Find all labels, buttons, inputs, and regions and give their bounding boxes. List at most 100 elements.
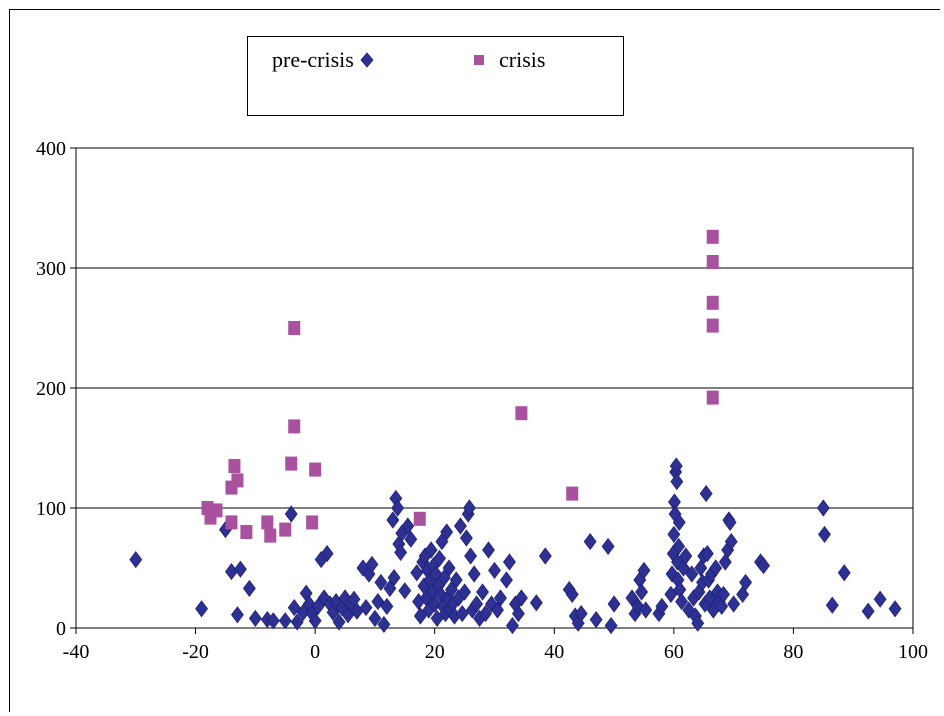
y-tick-label: 100 — [36, 498, 66, 520]
data-point-pre-crisis — [464, 547, 478, 565]
data-point-pre-crisis — [724, 533, 738, 551]
data-point-crisis — [279, 522, 292, 537]
data-point-pre-crisis — [266, 612, 280, 630]
data-point-crisis — [515, 406, 528, 421]
data-point-pre-crisis — [440, 523, 454, 541]
x-tick-label: 40 — [544, 641, 564, 663]
legend-item-crisis: crisis — [473, 47, 545, 73]
data-point-crisis — [210, 503, 223, 518]
data-point-pre-crisis — [482, 541, 495, 559]
square-marker-icon — [474, 55, 484, 65]
data-point-pre-crisis — [287, 599, 301, 617]
data-point-crisis — [309, 462, 322, 477]
data-point-pre-crisis — [308, 612, 322, 630]
data-point-pre-crisis — [723, 513, 737, 531]
data-point-pre-crisis — [574, 605, 588, 623]
data-point-pre-crisis — [462, 499, 476, 517]
data-point-pre-crisis — [453, 517, 467, 535]
grid-lines — [76, 267, 913, 509]
data-point-pre-crisis — [248, 609, 262, 627]
data-point-pre-crisis — [739, 573, 753, 591]
data-point-pre-crisis — [637, 561, 651, 579]
data-point-pre-crisis — [888, 600, 902, 618]
data-point-pre-crisis — [470, 595, 484, 613]
data-point-pre-crisis — [476, 583, 489, 601]
data-point-pre-crisis — [685, 565, 699, 583]
data-point-pre-crisis — [717, 585, 730, 603]
data-point-pre-crisis — [404, 530, 418, 548]
data-point-pre-crisis — [691, 614, 705, 632]
x-tick-label: 100 — [898, 641, 928, 663]
data-point-pre-crisis — [816, 499, 830, 517]
data-point-pre-crisis — [494, 589, 507, 607]
data-point-crisis — [264, 528, 277, 543]
data-point-pre-crisis — [861, 602, 875, 620]
data-point-pre-crisis — [467, 565, 481, 583]
series-pre-crisis — [129, 457, 902, 635]
legend-label-crisis: crisis — [499, 47, 546, 72]
x-tick-label: 0 — [310, 641, 320, 663]
data-point-pre-crisis — [709, 559, 723, 577]
data-point-crisis — [228, 459, 241, 473]
data-point-pre-crisis — [727, 595, 741, 613]
data-point-crisis — [706, 255, 719, 269]
data-point-crisis — [231, 473, 244, 488]
data-point-pre-crisis — [320, 545, 334, 563]
x-tick-label: -40 — [63, 641, 90, 663]
data-point-pre-crisis — [529, 594, 543, 612]
data-point-pre-crisis — [380, 597, 394, 615]
data-point-pre-crisis — [391, 499, 405, 517]
data-point-pre-crisis — [675, 593, 689, 611]
data-point-pre-crisis — [511, 605, 525, 623]
data-point-pre-crisis — [672, 537, 686, 555]
data-point-pre-crisis — [278, 612, 292, 630]
data-point-pre-crisis — [583, 533, 597, 551]
data-point-pre-crisis — [825, 596, 839, 614]
x-tick-label: 80 — [783, 641, 803, 663]
x-tick-label: -20 — [182, 641, 209, 663]
data-point-pre-crisis — [371, 593, 385, 611]
data-point-pre-crisis — [505, 617, 519, 635]
data-point-pre-crisis — [129, 551, 143, 569]
data-point-crisis — [566, 486, 579, 501]
diamond-marker-icon — [360, 52, 374, 68]
legend: pre-crisis crisis — [247, 36, 624, 116]
legend-item-pre-crisis: pre-crisis — [272, 47, 374, 73]
data-point-crisis — [706, 295, 719, 310]
x-tick-label: 60 — [664, 641, 684, 663]
axes — [70, 147, 914, 634]
data-point-pre-crisis — [374, 573, 388, 591]
data-point-pre-crisis — [359, 599, 373, 617]
data-point-pre-crisis — [607, 595, 621, 613]
data-point-crisis — [225, 515, 238, 530]
data-point-crisis — [261, 515, 274, 530]
data-point-pre-crisis — [332, 613, 346, 631]
data-point-pre-crisis — [284, 505, 298, 523]
data-point-pre-crisis — [670, 473, 684, 491]
data-point-crisis — [288, 419, 301, 434]
data-point-pre-crisis — [225, 563, 238, 581]
y-tick-label: 200 — [36, 378, 66, 400]
data-point-pre-crisis — [667, 525, 681, 543]
data-point-pre-crisis — [479, 605, 492, 623]
data-point-pre-crisis — [699, 485, 713, 503]
data-point-pre-crisis — [368, 609, 382, 627]
data-point-pre-crisis — [672, 513, 686, 531]
data-point-pre-crisis — [398, 582, 412, 600]
data-point-pre-crisis — [679, 547, 693, 565]
data-point-pre-crisis — [757, 557, 770, 575]
data-point-pre-crisis — [290, 613, 304, 631]
data-point-crisis — [706, 318, 719, 333]
data-point-pre-crisis — [715, 597, 729, 615]
data-point-pre-crisis — [410, 564, 424, 582]
series-crisis — [201, 229, 719, 543]
data-point-crisis — [706, 229, 719, 244]
data-point-pre-crisis — [604, 617, 618, 635]
data-point-pre-crisis — [589, 611, 603, 629]
data-point-pre-crisis — [428, 595, 442, 613]
data-point-pre-crisis — [601, 537, 615, 555]
data-point-pre-crisis — [503, 553, 516, 571]
data-point-pre-crisis — [413, 607, 427, 625]
data-point-pre-crisis — [394, 543, 408, 561]
